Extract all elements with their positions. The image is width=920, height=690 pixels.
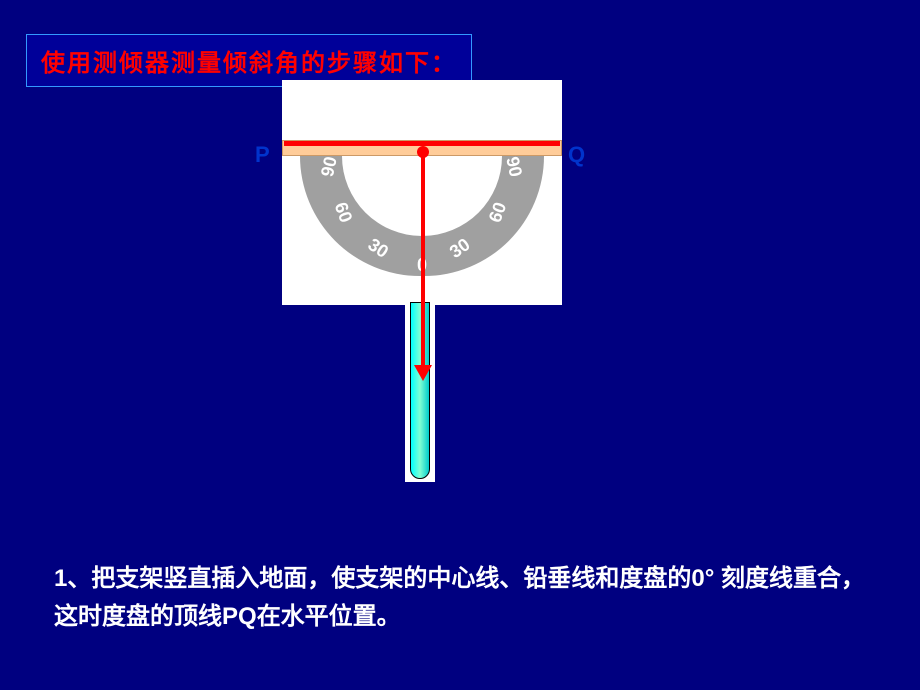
body-part3: 在水平位置。: [257, 603, 401, 630]
plumb-arrow-icon: [414, 365, 432, 381]
body-part1: 、把支架竖直插入地面，使支架的中心线、铅垂线和度盘的: [67, 565, 691, 592]
protractor-tick: 06: [316, 155, 341, 179]
step-number: 1: [54, 565, 67, 592]
label-q: Q: [568, 142, 585, 168]
plumb-pivot: [417, 146, 429, 158]
protractor-tick: 06: [503, 155, 528, 179]
label-p: P: [255, 142, 270, 168]
plumb-line: [421, 152, 425, 370]
title-text: 使用测倾器测量倾斜角的步骤如下：: [41, 50, 457, 77]
body-text: 1、把支架竖直插入地面，使支架的中心线、铅垂线和度盘的0° 刻度线重合，这时度盘…: [54, 560, 869, 637]
body-zero: 0°: [691, 565, 714, 592]
body-pq: PQ: [222, 603, 257, 630]
support-tube: [410, 302, 430, 479]
